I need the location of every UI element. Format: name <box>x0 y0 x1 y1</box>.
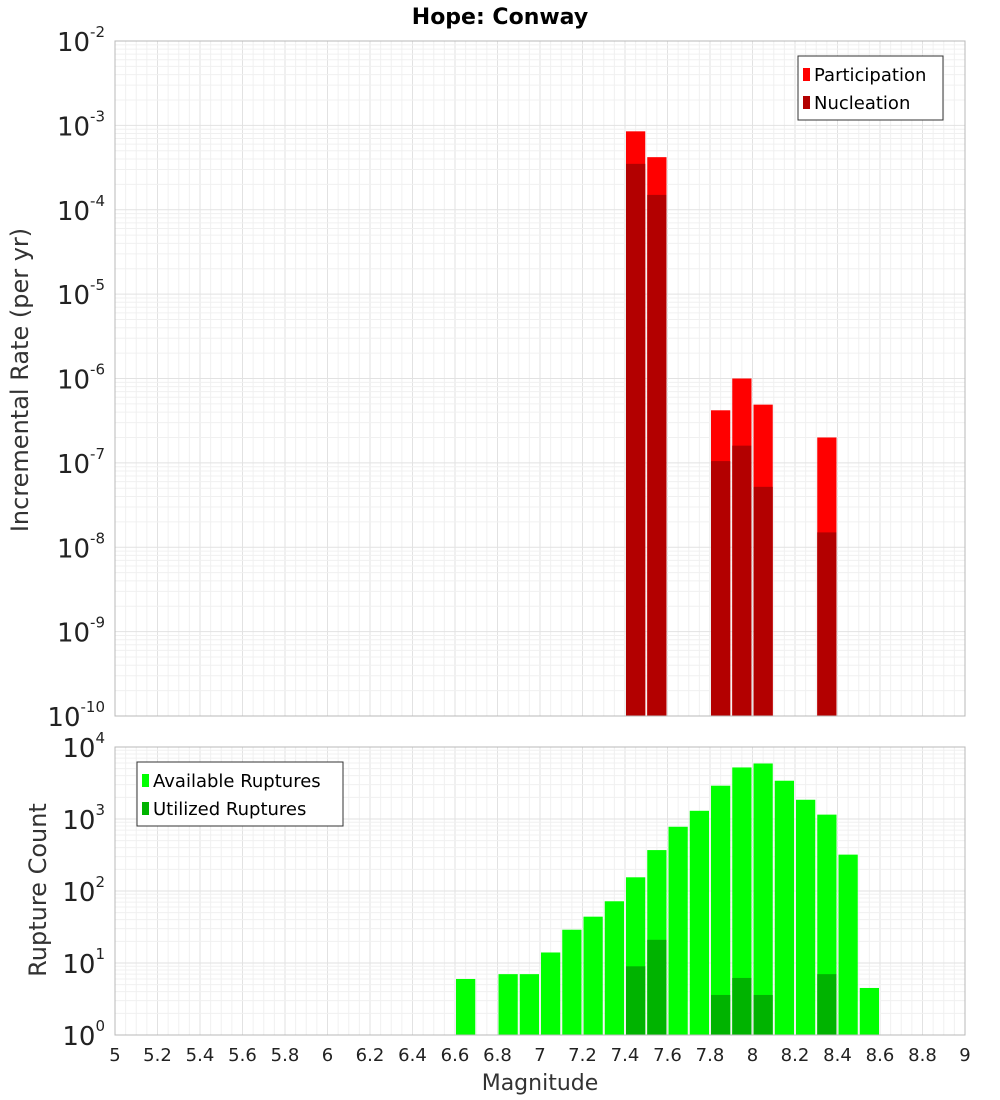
bar-available-ruptures <box>796 799 816 1035</box>
legend-swatch <box>142 802 149 815</box>
x-tick-label: 5 <box>109 1045 120 1066</box>
x-tick-label: 7.2 <box>568 1045 597 1066</box>
bottom-y-tick-label: 101 <box>62 945 105 980</box>
x-tick-label: 7 <box>534 1045 545 1066</box>
top-y-tick-label: 10-3 <box>57 107 105 142</box>
bar-available-ruptures <box>711 785 731 1035</box>
x-tick-label: 5.8 <box>271 1045 300 1066</box>
bar-available-ruptures <box>689 810 709 1035</box>
x-tick-label: 8.2 <box>781 1045 810 1066</box>
legend-box <box>136 761 344 827</box>
bottom-y-tick-label: 103 <box>62 801 105 836</box>
bar-available-ruptures <box>774 780 794 1035</box>
top-y-tick-label: 10-4 <box>57 192 105 227</box>
bar-utilized-ruptures <box>817 974 837 1035</box>
bottom-y-tick-label: 104 <box>62 729 105 764</box>
x-tick-label: 6.6 <box>441 1045 470 1066</box>
x-tick-label: 5.4 <box>186 1045 215 1066</box>
legend-box <box>797 55 944 121</box>
top-plot-border <box>114 40 966 717</box>
x-tick-label: 8.4 <box>823 1045 852 1066</box>
x-tick-label: 7.6 <box>653 1045 682 1066</box>
x-tick-label: 5.6 <box>228 1045 257 1066</box>
top-y-tick-label: 10-6 <box>57 361 105 396</box>
bar-available-ruptures <box>562 929 582 1035</box>
top-y-tick-label: 10-2 <box>57 23 105 58</box>
legend-label: Nucleation <box>814 93 910 114</box>
top-y-tick-label: 10-7 <box>57 445 105 480</box>
legend-label: Participation <box>814 65 926 86</box>
bottom-plot-border <box>114 746 966 1036</box>
bottom-legend: Available Ruptures Utilized Ruptures <box>136 761 344 827</box>
bar-available-ruptures <box>859 987 879 1035</box>
legend-label: Utilized Ruptures <box>153 799 306 820</box>
x-tick-label: 9 <box>959 1045 970 1066</box>
bar-utilized-ruptures <box>626 966 646 1035</box>
chart-title: Hope: Conway <box>412 5 588 30</box>
top-y-tick-label: 10-8 <box>57 529 105 564</box>
bar-utilized-ruptures <box>711 994 731 1035</box>
series-nucleation <box>626 163 837 717</box>
bar-available-ruptures <box>668 826 688 1035</box>
series-utilized-ruptures <box>626 939 837 1035</box>
bar-available-ruptures <box>753 763 773 1035</box>
bar-utilized-ruptures <box>647 939 667 1035</box>
bar-available-ruptures <box>519 974 539 1035</box>
top-y-tick-label: 10-10 <box>47 698 105 733</box>
x-tick-label: 6.2 <box>356 1045 385 1066</box>
bar-available-ruptures <box>541 952 561 1035</box>
legend-swatch <box>803 68 810 81</box>
x-tick-label: 6 <box>322 1045 333 1066</box>
top-y-tick-label: 10-9 <box>57 614 105 649</box>
top-legend: Participation Nucleation <box>797 55 944 121</box>
x-tick-label: 8.8 <box>908 1045 937 1066</box>
bar-nucleation <box>711 461 731 716</box>
x-tick-label: 8.6 <box>866 1045 895 1066</box>
top-grid <box>114 41 966 717</box>
x-tick-label: 6.8 <box>483 1045 512 1066</box>
x-tick-label: 7.8 <box>696 1045 725 1066</box>
x-tick-label: 5.2 <box>143 1045 172 1066</box>
top-y-tick-label: 10-5 <box>57 276 105 311</box>
x-tick-label: 8 <box>747 1045 758 1066</box>
x-axis-label: Magnitude <box>482 1071 599 1096</box>
top-panel: 10-2 10-3 10-4 10-5 10-6 10-7 10-8 10-9 10-10 Par… <box>47 23 966 733</box>
bar-available-ruptures <box>456 978 476 1035</box>
bottom-y-tick-label: 100 <box>62 1017 105 1052</box>
legend-label: Available Ruptures <box>153 771 321 792</box>
bar-nucleation <box>647 194 667 716</box>
bar-nucleation <box>732 445 752 716</box>
bar-nucleation <box>817 532 837 716</box>
bar-nucleation <box>626 163 646 717</box>
legend-swatch <box>142 774 149 787</box>
bar-available-ruptures <box>838 854 858 1035</box>
bar-utilized-ruptures <box>753 994 773 1035</box>
legend-swatch <box>803 96 810 109</box>
bar-available-ruptures <box>498 974 518 1035</box>
bar-available-ruptures <box>604 901 624 1035</box>
bar-available-ruptures <box>732 767 752 1035</box>
bottom-y-tick-label: 102 <box>62 873 105 908</box>
bottom-y-axis-label: Rupture Count <box>24 803 52 977</box>
top-y-axis-label: Incremental Rate (per yr) <box>6 228 34 532</box>
x-tick-label: 7.4 <box>611 1045 640 1066</box>
bar-utilized-ruptures <box>732 977 752 1035</box>
x-tick-label: 6.4 <box>398 1045 427 1066</box>
bar-nucleation <box>753 486 773 716</box>
bar-available-ruptures <box>583 916 603 1035</box>
series-available-ruptures <box>456 763 879 1035</box>
